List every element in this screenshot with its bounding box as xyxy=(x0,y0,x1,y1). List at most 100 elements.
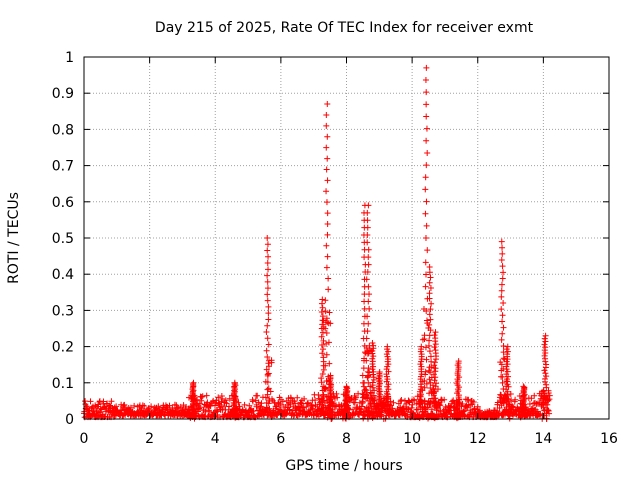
data-point xyxy=(190,379,197,386)
data-point xyxy=(471,405,478,412)
data-point xyxy=(322,308,329,315)
y-tick-label: 0.1 xyxy=(52,376,74,392)
data-point xyxy=(422,259,429,266)
data-point xyxy=(364,217,371,224)
data-point xyxy=(432,347,439,354)
x-tick-label: 12 xyxy=(469,431,487,447)
data-point xyxy=(324,101,331,108)
data-point xyxy=(542,332,549,339)
y-tick-label: 0.2 xyxy=(52,340,74,356)
data-point xyxy=(263,399,270,406)
data-point xyxy=(414,406,421,413)
data-point xyxy=(423,89,430,96)
data-point xyxy=(504,351,511,358)
data-point xyxy=(262,378,269,385)
x-tick-label: 0 xyxy=(80,431,89,447)
data-point xyxy=(148,403,155,410)
data-point xyxy=(264,371,271,378)
data-point xyxy=(456,409,463,416)
data-point xyxy=(264,335,271,342)
data-point xyxy=(450,404,457,411)
data-point xyxy=(540,400,547,407)
data-point xyxy=(189,409,196,416)
data-point xyxy=(226,395,233,402)
data-point xyxy=(319,342,326,349)
data-point xyxy=(386,404,393,411)
data-point xyxy=(534,400,541,407)
data-point xyxy=(544,406,551,413)
data-point xyxy=(441,396,448,403)
data-point xyxy=(108,398,115,405)
data-point xyxy=(369,409,376,416)
data-point xyxy=(417,381,424,388)
data-point xyxy=(545,387,552,394)
data-point xyxy=(418,351,425,358)
data-point xyxy=(323,377,330,384)
data-point xyxy=(319,370,326,377)
data-point xyxy=(504,395,511,402)
data-point xyxy=(320,392,327,399)
data-point xyxy=(434,386,441,393)
data-point xyxy=(318,333,325,340)
data-point xyxy=(326,360,333,367)
data-point xyxy=(499,312,506,319)
data-point xyxy=(322,297,329,304)
data-point xyxy=(326,403,333,410)
data-point xyxy=(192,412,199,419)
data-point xyxy=(426,269,433,276)
data-point xyxy=(378,408,385,415)
data-point xyxy=(500,349,507,356)
data-point xyxy=(383,396,390,403)
data-point xyxy=(320,412,327,419)
data-point xyxy=(470,398,477,405)
data-point xyxy=(427,274,434,281)
data-point xyxy=(520,383,527,390)
data-point xyxy=(369,415,376,422)
data-point xyxy=(323,329,330,336)
data-point xyxy=(432,329,439,336)
data-point xyxy=(369,339,376,346)
data-point xyxy=(320,317,327,324)
data-point xyxy=(426,290,433,297)
data-point xyxy=(366,369,373,376)
data-point xyxy=(383,378,390,385)
data-point xyxy=(423,64,430,71)
data-point xyxy=(385,407,392,414)
data-point xyxy=(497,398,504,405)
data-point xyxy=(320,397,327,404)
x-tick-label: 8 xyxy=(342,431,351,447)
y-tick-label: 0 xyxy=(65,412,74,428)
data-point xyxy=(441,413,448,420)
data-point xyxy=(503,395,510,402)
data-point xyxy=(319,296,326,303)
data-point xyxy=(319,313,326,320)
data-point xyxy=(206,408,213,415)
data-point xyxy=(309,402,316,409)
data-point xyxy=(334,394,341,401)
data-point xyxy=(384,376,391,383)
data-point xyxy=(497,359,504,366)
data-point xyxy=(398,396,405,403)
data-point xyxy=(474,403,481,410)
data-point xyxy=(381,402,388,409)
data-point xyxy=(541,407,548,414)
data-point xyxy=(367,392,374,399)
data-point xyxy=(498,336,505,343)
data-point xyxy=(139,402,146,409)
data-point xyxy=(415,400,422,407)
data-point xyxy=(405,405,412,412)
data-point xyxy=(418,343,425,350)
data-point xyxy=(543,381,550,388)
data-point xyxy=(233,411,240,418)
data-point xyxy=(542,338,549,345)
data-point xyxy=(141,403,148,410)
data-point xyxy=(226,403,233,410)
data-point xyxy=(223,400,230,407)
data-point xyxy=(422,210,429,217)
data-point xyxy=(211,402,218,409)
data-point xyxy=(499,373,506,380)
data-point xyxy=(190,397,197,404)
data-point xyxy=(371,387,378,394)
data-point xyxy=(541,367,548,374)
data-point xyxy=(426,376,433,383)
